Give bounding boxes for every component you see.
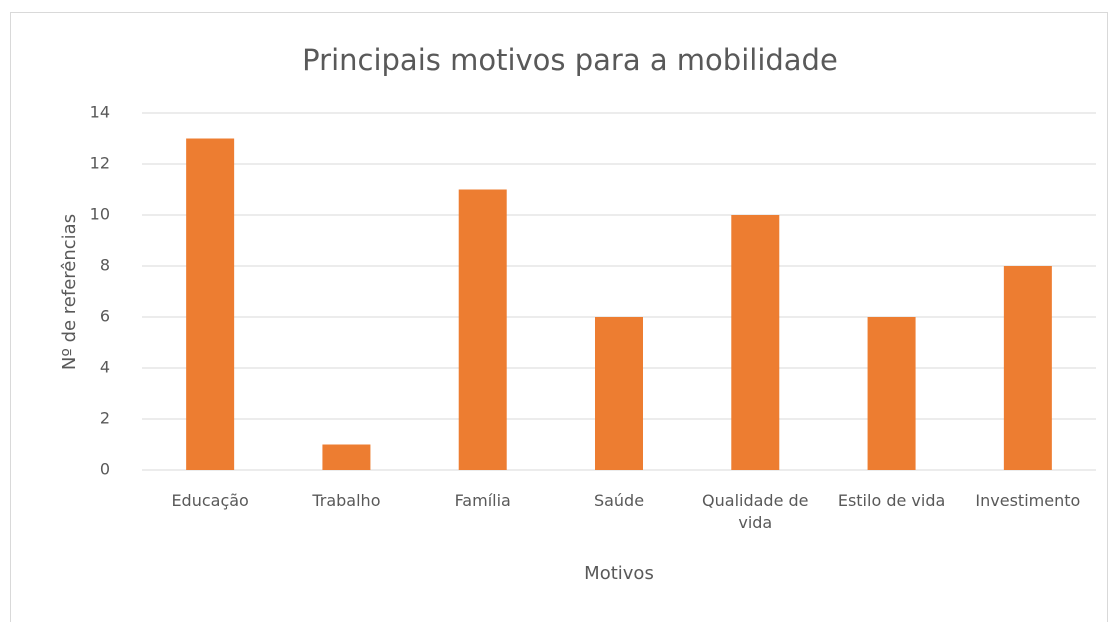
bar	[186, 138, 235, 470]
y-tick-label: 12	[90, 154, 110, 173]
x-tick-label: Qualidade de vida	[702, 491, 809, 532]
y-tick-label: 6	[100, 307, 110, 326]
x-tick-label: Saúde	[593, 491, 645, 510]
y-tick-label: 0	[100, 460, 110, 479]
bar	[867, 317, 916, 470]
bar	[731, 215, 780, 470]
y-tick-label: 10	[90, 205, 110, 224]
y-tick-label: 4	[100, 358, 110, 377]
y-tick-label: 8	[100, 256, 110, 275]
chart-title: Principais motivos para a mobilidade	[302, 43, 838, 77]
y-axis-label: Nº de referências	[59, 214, 80, 370]
x-tick-label: Educação	[171, 491, 249, 510]
chart-border	[10, 12, 1108, 622]
y-tick-label: 14	[90, 103, 110, 122]
y-tick-label: 2	[100, 409, 110, 428]
x-tick-label: Estilo de vida	[837, 491, 946, 510]
x-axis-label: Motivos	[584, 563, 654, 584]
bar	[1003, 266, 1052, 470]
x-tick-label: Família	[454, 491, 511, 510]
x-tick-label: Trabalho	[312, 491, 381, 510]
bar	[458, 189, 507, 470]
bar	[595, 317, 643, 470]
x-tick-label: Investimento	[975, 491, 1081, 510]
bar	[322, 444, 371, 470]
